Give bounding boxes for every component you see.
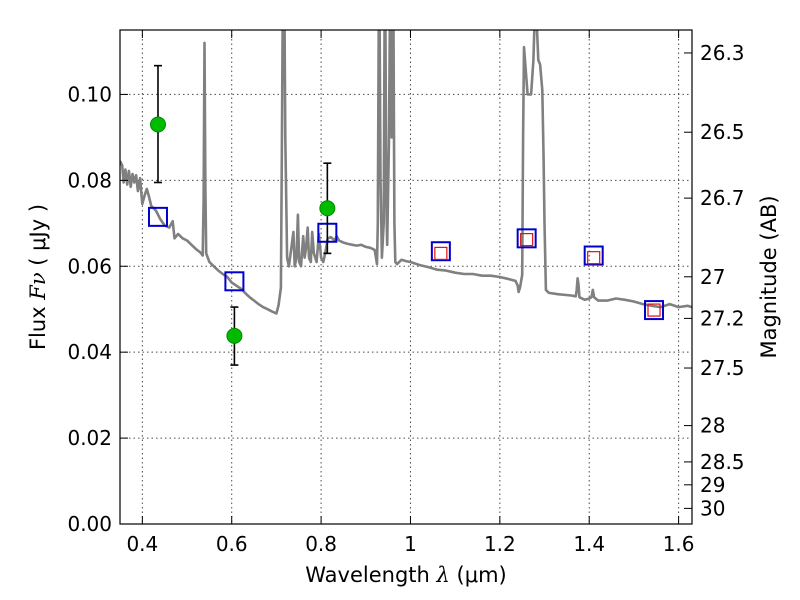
y-tick-label: 0.02 xyxy=(67,426,112,450)
x-tick-label: 1.2 xyxy=(484,532,516,556)
y-tick-label: 0.00 xyxy=(67,512,112,536)
y-tick-label: 0.04 xyxy=(67,340,112,364)
observed-flux-point xyxy=(149,116,166,133)
y2-tick-label: 29 xyxy=(700,473,725,497)
x-tick-label: 1 xyxy=(404,532,417,556)
y2-tick-label: 28 xyxy=(700,414,725,438)
model-flux-inner-square xyxy=(587,251,601,265)
y-tick-label: 0.10 xyxy=(67,82,112,106)
y2-tick-label: 30 xyxy=(700,496,725,520)
model-flux-square xyxy=(430,241,451,262)
y2-tick-label: 26.7 xyxy=(700,186,745,210)
x-tick-label: 0.8 xyxy=(305,532,337,556)
y2-axis-label: Magnitude (AB) xyxy=(757,195,781,358)
spectrum-layer xyxy=(120,30,692,315)
model-flux-square xyxy=(644,300,665,321)
y2-tick-label: 27.2 xyxy=(700,306,745,330)
x-tick-label: 0.6 xyxy=(216,532,248,556)
y2-tick-label: 27 xyxy=(700,265,725,289)
y2-tick-label: 26.3 xyxy=(700,41,745,65)
spectrum-line xyxy=(120,30,692,315)
y2-tick-label: 26.5 xyxy=(700,120,745,144)
y2-tick-label: 28.5 xyxy=(700,450,745,474)
ticks: 0.4 0.6 0.8 1 1.2 1.4 1.6 0.00 0.02 0.04 0.06 0.08 0… xyxy=(67,30,745,556)
x-tick-label: 1.4 xyxy=(573,532,605,556)
model-flux-square xyxy=(516,228,537,249)
observed-flux-point xyxy=(226,327,243,344)
model-flux-square xyxy=(224,271,245,292)
model-flux-inner-square xyxy=(647,303,661,317)
x-axis-label: Wavelength λ (μm) xyxy=(305,563,506,587)
marker-layer xyxy=(147,64,665,366)
observed-flux-point xyxy=(319,200,336,217)
y-tick-label: 0.08 xyxy=(67,168,112,192)
y2-tick-label: 27.5 xyxy=(700,356,745,380)
model-flux-square xyxy=(147,206,168,227)
model-flux-square xyxy=(583,245,604,266)
y-axis-label: Flux Fν ( μJy ) xyxy=(26,204,50,350)
x-tick-label: 0.4 xyxy=(126,532,158,556)
model-flux-inner-square xyxy=(434,246,448,260)
x-tick-label: 1.6 xyxy=(663,532,695,556)
y-tick-label: 0.06 xyxy=(67,254,112,278)
model-flux-inner-square xyxy=(520,233,534,247)
